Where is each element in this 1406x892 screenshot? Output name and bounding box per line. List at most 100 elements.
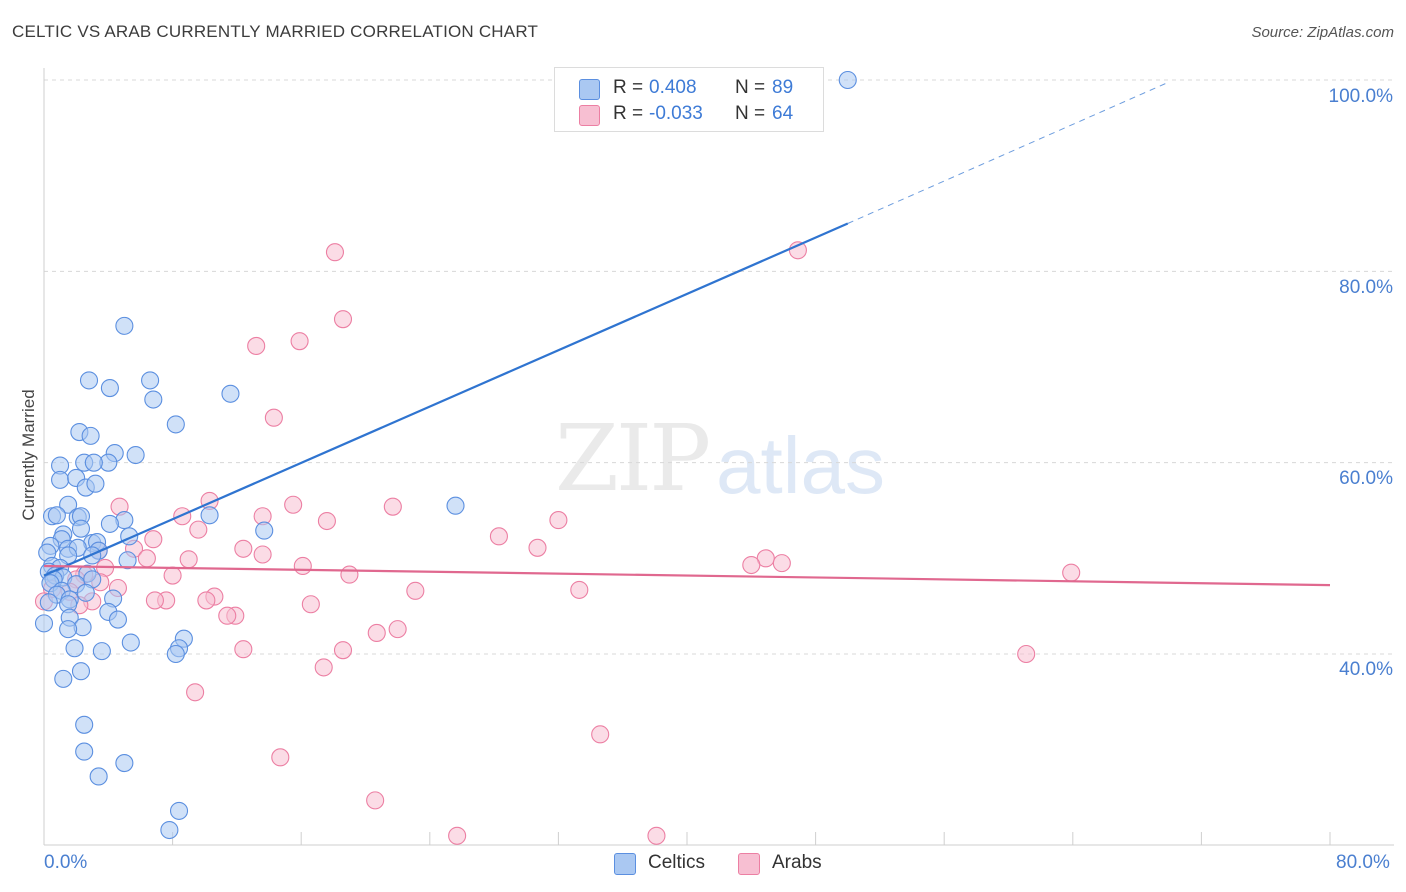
arab-point-16[interactable] [144, 530, 163, 549]
arab-point-2[interactable] [333, 310, 353, 329]
celtic-point-9[interactable] [81, 426, 100, 445]
x-tick-80: 80.0% [1336, 852, 1390, 873]
y-tick-40: 40.0% [1339, 659, 1393, 680]
celtic-point-22[interactable] [200, 506, 219, 525]
arab-point-49[interactable] [218, 606, 237, 625]
arabs-swatch [579, 105, 600, 126]
arab-point-9[interactable] [383, 497, 402, 516]
celtics-swatch [579, 79, 600, 100]
arab-point-24[interactable] [772, 554, 791, 573]
celtic-point-70[interactable] [166, 644, 185, 664]
arab-point-60[interactable] [448, 826, 467, 845]
celtics-r-label: R = [613, 77, 644, 98]
arab-point-31[interactable] [163, 566, 182, 585]
arab-point-57[interactable] [591, 725, 610, 744]
celtic-point-1[interactable] [115, 316, 134, 335]
celtics-legend-swatch [614, 853, 636, 875]
arab-point-18[interactable] [234, 539, 253, 558]
celtic-point-16[interactable] [51, 470, 70, 489]
arabs-n-value: 64 [772, 103, 794, 124]
arab-point-15[interactable] [489, 527, 508, 546]
arab-point-32[interactable] [1062, 563, 1081, 582]
arabs-r-label: R = [613, 103, 644, 124]
celtic-point-0[interactable] [838, 70, 857, 90]
arab-point-37[interactable] [570, 580, 589, 599]
celtic-point-77[interactable] [115, 754, 134, 773]
celtic-point-11[interactable] [126, 445, 145, 465]
celtics-n-value: 89 [772, 77, 794, 98]
arab-point-38[interactable] [406, 581, 425, 600]
celtic-point-72[interactable] [65, 639, 84, 658]
arab-point-52[interactable] [234, 640, 253, 659]
arab-point-7[interactable] [284, 495, 303, 514]
arab-point-4[interactable] [247, 336, 266, 356]
arab-point-5[interactable] [264, 408, 283, 427]
y-tick-60: 60.0% [1339, 468, 1393, 489]
arab-point-3[interactable] [290, 332, 309, 351]
celtic-trend-line [43, 222, 849, 577]
arab-point-43[interactable] [197, 591, 216, 610]
arab-point-61[interactable] [647, 826, 666, 845]
arab-point-26[interactable] [179, 550, 198, 569]
arabs-r-value: -0.033 [649, 103, 703, 124]
arab-point-10[interactable] [173, 507, 192, 526]
celtic-point-80[interactable] [160, 820, 179, 840]
celtic-point-43[interactable] [118, 551, 137, 570]
arab-point-21[interactable] [253, 545, 272, 564]
arab-point-42[interactable] [145, 591, 164, 610]
celtic-point-3[interactable] [100, 378, 119, 398]
arab-point-59[interactable] [366, 791, 385, 810]
source-label: Source: ZipAtlas.com [1251, 24, 1394, 41]
x-tick-0: 0.0% [44, 852, 88, 873]
arab-point-58[interactable] [271, 748, 290, 767]
arab-point-25[interactable] [742, 555, 761, 575]
watermark-atlas: atlas [716, 421, 885, 510]
celtic-point-24[interactable] [47, 506, 66, 525]
celtic-point-74[interactable] [54, 669, 73, 688]
arab-point-23[interactable] [137, 549, 156, 568]
celtic-point-68[interactable] [121, 633, 140, 652]
celtic-point-31[interactable] [255, 521, 274, 540]
arab-point-27[interactable] [293, 556, 312, 576]
celtic-point-59[interactable] [39, 593, 58, 612]
arab-point-17[interactable] [528, 538, 547, 557]
arabs-n-label: N = [735, 103, 766, 124]
arab-point-51[interactable] [367, 623, 386, 643]
arab-point-50[interactable] [388, 620, 407, 639]
arab-point-12[interactable] [317, 511, 336, 531]
celtic-point-65[interactable] [59, 620, 78, 639]
celtic-point-21[interactable] [446, 496, 465, 515]
celtic-point-2[interactable] [79, 371, 99, 390]
celtic-point-6[interactable] [221, 384, 240, 403]
celtic-point-79[interactable] [169, 801, 189, 820]
arab-point-53[interactable] [333, 641, 353, 660]
celtic-point-19[interactable] [86, 474, 105, 493]
celtic-point-71[interactable] [92, 642, 111, 661]
arabs-legend-label: Arabs [772, 852, 822, 873]
celtic-point-55[interactable] [76, 583, 95, 602]
celtic-point-73[interactable] [71, 662, 91, 681]
arab-point-0[interactable] [325, 243, 345, 262]
watermark-zip: ZIP [555, 405, 711, 512]
chart-title: CELTIC VS ARAB CURRENTLY MARRIED CORRELA… [12, 22, 539, 41]
celtic-point-4[interactable] [141, 371, 160, 390]
celtic-point-5[interactable] [144, 390, 163, 409]
celtic-point-66[interactable] [34, 614, 54, 633]
celtic-point-63[interactable] [108, 610, 127, 629]
celtic-point-29[interactable] [71, 519, 91, 538]
arab-point-13[interactable] [549, 511, 568, 530]
arab-point-55[interactable] [314, 658, 333, 677]
celtic-point-76[interactable] [75, 742, 94, 761]
celtic-point-20[interactable] [59, 495, 78, 514]
arab-point-30[interactable] [340, 565, 359, 584]
celtic-point-78[interactable] [89, 767, 108, 786]
celtic-point-28[interactable] [100, 514, 119, 533]
arab-point-54[interactable] [1017, 644, 1036, 664]
arab-point-14[interactable] [189, 520, 208, 539]
celtic-point-15[interactable] [84, 453, 103, 472]
celtic-point-75[interactable] [75, 715, 94, 734]
celtic-point-7[interactable] [166, 415, 185, 434]
arab-point-56[interactable] [186, 683, 205, 702]
arab-point-44[interactable] [301, 595, 320, 614]
arabs-legend-swatch [738, 853, 760, 875]
